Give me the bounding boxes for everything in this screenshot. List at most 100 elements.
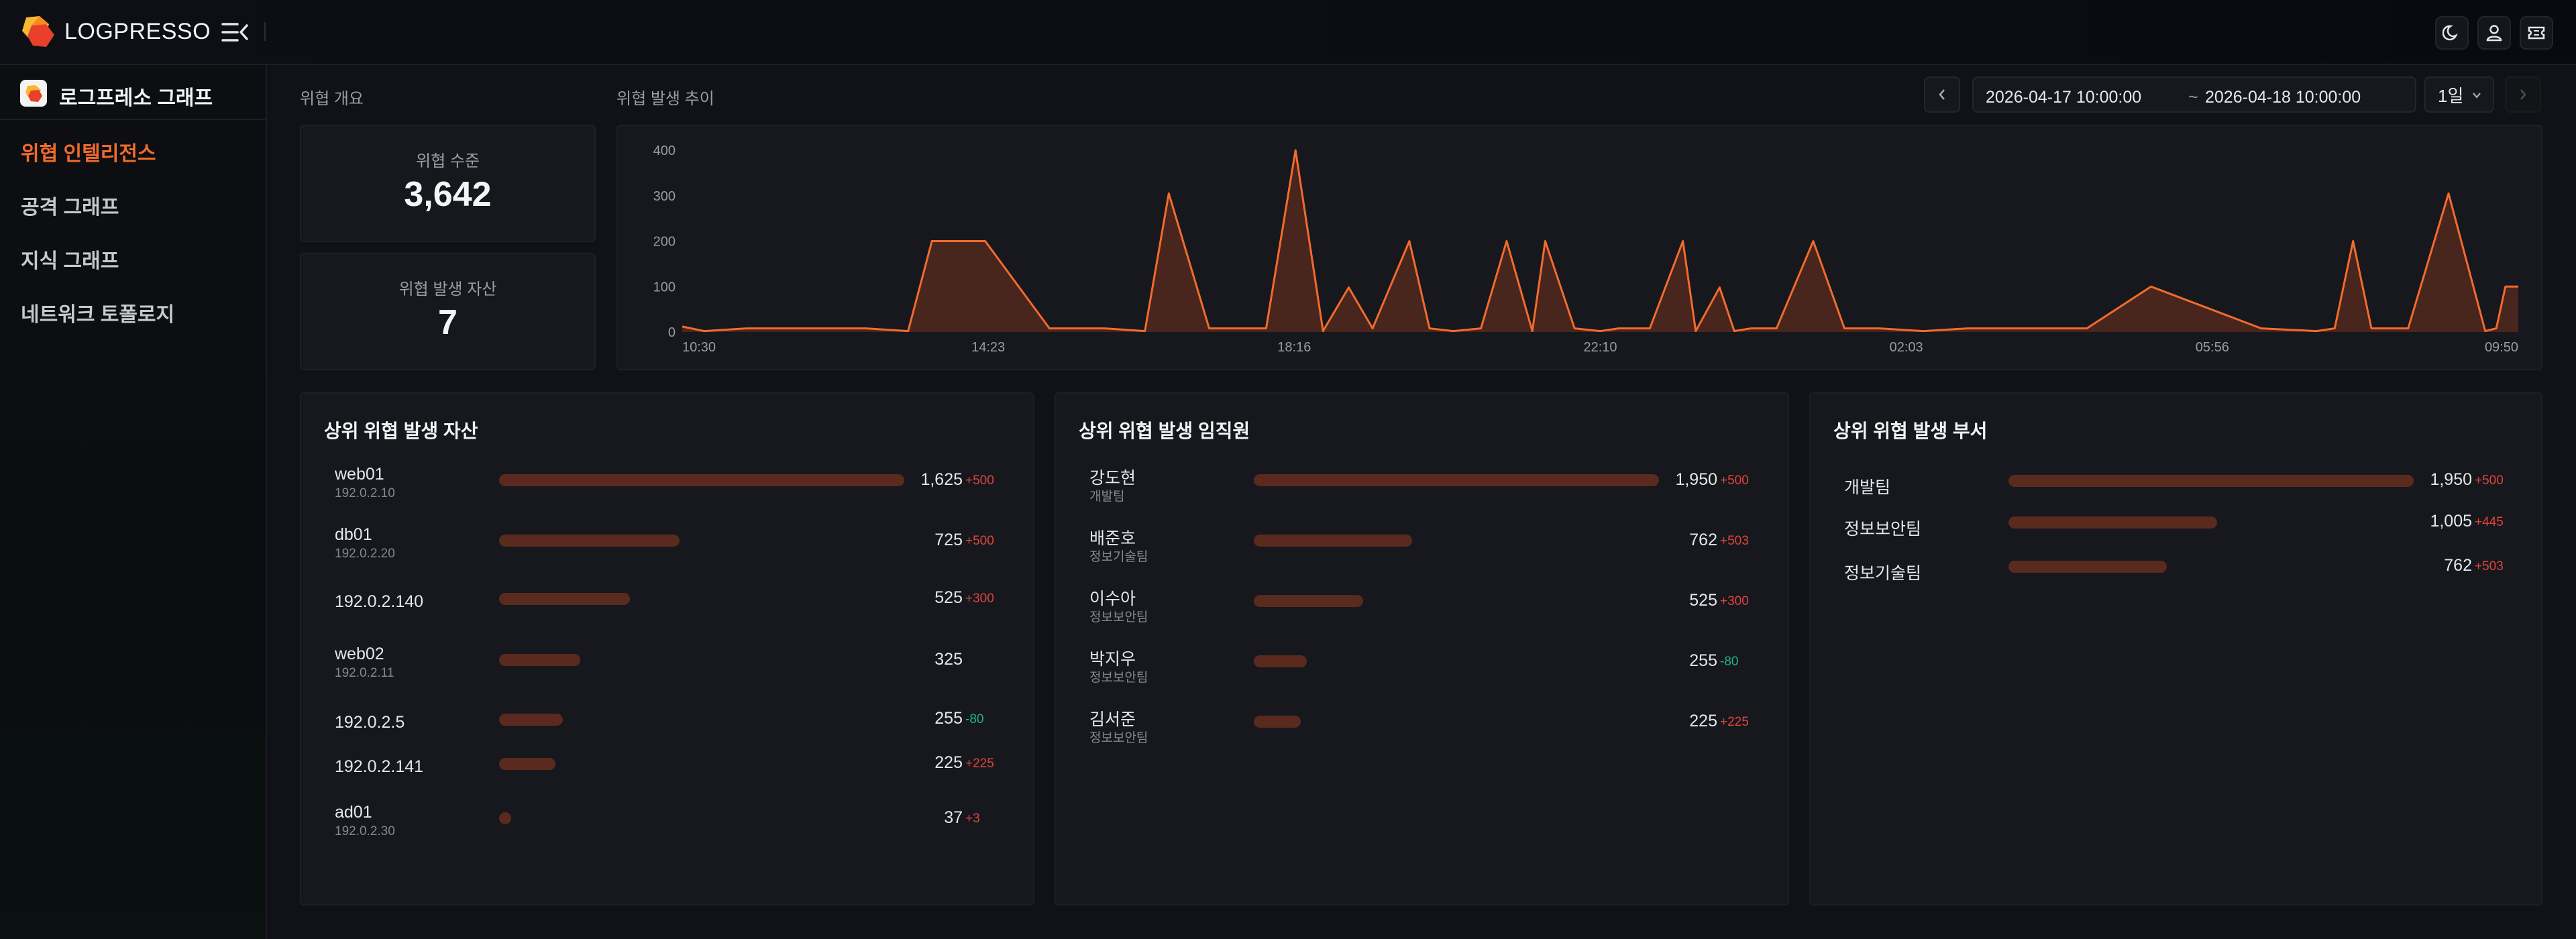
list-item-value: 1,625 [920, 470, 963, 489]
list-item[interactable]: 192.0.2.141 225 +225 [335, 748, 1006, 788]
list-item-value: 1,005 [2430, 512, 2472, 531]
user-button[interactable] [2477, 16, 2511, 50]
ticket-icon [2528, 26, 2545, 40]
list-item-delta: +500 [965, 474, 994, 488]
list-item[interactable]: 192.0.2.5 255 -80 [335, 704, 1006, 744]
ticket-button[interactable] [2520, 16, 2553, 50]
list-item-value: 762 [2444, 556, 2472, 575]
list-item[interactable]: 이수아 정보보안팀 525 +300 [1089, 586, 1760, 626]
threat-trend-chart-card: 400 300 200 100 0 10:30 14:23 18:16 22:10 02:03 05… [616, 125, 2542, 370]
list-item-value: 1,950 [1675, 470, 1717, 489]
list-item-value: 725 [934, 531, 963, 549]
list-item-delta: +300 [965, 592, 994, 606]
chevron-right-icon [2520, 89, 2526, 100]
list-item-bar [1254, 655, 1307, 667]
list-item-bar [499, 593, 631, 605]
list-item[interactable]: 정보기술팀 762 +503 [1844, 551, 2515, 591]
chevron-down-icon [2473, 93, 2481, 99]
sidebar-title: 로그프레소 그래프 [59, 87, 213, 109]
sidebar-item-network-topology[interactable]: 네트워크 토폴로지 [21, 304, 175, 326]
list-item-bar [1254, 716, 1301, 728]
period-select[interactable]: 1일 [2424, 76, 2494, 113]
threat-level-card: 위협 수준 3,642 [300, 125, 596, 242]
list-item[interactable]: 배준호 정보기술팀 762 +503 [1089, 525, 1760, 565]
period-select-value: 1일 [2438, 85, 2464, 106]
list-item[interactable]: 정보보안팀 1,005 +445 [1844, 506, 2515, 547]
threat-assets-value: 7 [438, 303, 458, 342]
x-tick-label: 09:50 [2485, 340, 2518, 355]
list-item-subtitle: 192.0.2.10 [335, 486, 395, 500]
dark-mode-moon-icon [2443, 25, 2458, 41]
top-assets-title: 상위 위협 발생 자산 [324, 421, 478, 441]
list-item-subtitle: 개발팀 [1089, 490, 1125, 504]
list-item-bar [499, 714, 563, 726]
list-item-delta: +300 [1720, 594, 1749, 608]
list-item-value: 225 [934, 753, 963, 772]
list-item-delta: +225 [1720, 715, 1749, 729]
sidebar-item-knowledge-graph[interactable]: 지식 그래프 [21, 250, 119, 272]
sidebar: 로그프레소 그래프 위협 인텔리전스 공격 그래프 지식 그래프 네트워크 토폴… [0, 65, 267, 939]
list-item[interactable]: 192.0.2.140 525 +300 [335, 583, 1006, 623]
list-item[interactable]: 개발팀 1,950 +500 [1844, 465, 2515, 505]
list-item-name: db01 [335, 525, 372, 544]
list-item-name: ad01 [335, 803, 372, 822]
x-tick-label: 22:10 [1583, 340, 1617, 355]
menu-collapse-icon[interactable] [221, 20, 250, 44]
prev-period-button[interactable] [1924, 76, 1960, 113]
list-item[interactable]: 김서준 정보보안팀 225 +225 [1089, 706, 1760, 747]
list-item-value: 525 [1689, 591, 1717, 610]
brand-name[interactable]: LOGPRESSO [64, 19, 211, 44]
list-item-value: 255 [1689, 651, 1717, 670]
sidebar-header: 로그프레소 그래프 [0, 65, 267, 120]
x-tick-label: 14:23 [971, 340, 1005, 355]
list-item-value: 525 [934, 588, 963, 607]
list-item-subtitle: 정보기술팀 [1089, 550, 1148, 564]
top-employees-title: 상위 위협 발생 임직원 [1079, 421, 1250, 441]
list-item-value: 1,950 [2430, 470, 2472, 489]
date-end: 2026-04-18 10:00:00 [2205, 88, 2361, 107]
graph-app-logo-icon [20, 80, 47, 107]
sidebar-item-threat-intelligence[interactable]: 위협 인텔리전스 [21, 143, 156, 165]
list-item-bar [2008, 516, 2218, 529]
list-item-bar [499, 535, 680, 547]
main-content: 위협 개요 위협 발생 추이 위협 수준 3,642 위협 발생 자산 7 20… [268, 65, 2576, 939]
list-item-bar [1254, 474, 1659, 486]
x-tick-label: 18:16 [1277, 340, 1311, 355]
y-tick-label: 100 [653, 280, 676, 294]
list-item[interactable]: web02 192.0.2.11 325 [335, 645, 1006, 685]
list-item-delta: +3 [965, 812, 980, 826]
list-item-value: 325 [934, 650, 963, 669]
list-item-name: 김서준 [1089, 710, 1136, 729]
list-item-bar [499, 474, 904, 486]
list-item-name: 배준호 [1089, 529, 1136, 548]
list-item-value: 255 [934, 709, 963, 728]
overview-section-label: 위협 개요 [300, 90, 364, 108]
list-item-name: 박지우 [1089, 650, 1136, 669]
threat-level-label: 위협 수준 [416, 152, 480, 170]
threat-assets-card: 위협 발생 자산 7 [300, 253, 596, 370]
list-item-name: 강도현 [1089, 469, 1136, 488]
next-period-button[interactable] [2505, 76, 2541, 113]
date-start: 2026-04-17 10:00:00 [1986, 88, 2142, 107]
list-item-subtitle: 정보보안팀 [1089, 671, 1148, 685]
dark-mode-button[interactable] [2435, 16, 2469, 50]
user-icon [2486, 25, 2502, 42]
list-item-bar [2008, 561, 2167, 573]
list-item[interactable]: web01 192.0.2.10 1,625 +500 [335, 465, 1006, 505]
list-item-bar [499, 812, 511, 824]
list-item-delta: +500 [1720, 474, 1749, 488]
logpresso-logo-icon[interactable] [19, 15, 57, 50]
list-item[interactable]: db01 192.0.2.20 725 +500 [335, 525, 1006, 565]
list-item-value: 762 [1689, 531, 1717, 549]
x-tick-label: 10:30 [682, 340, 716, 355]
list-item[interactable]: ad01 192.0.2.30 37 +3 [335, 803, 1006, 843]
threat-assets-label: 위협 발생 자산 [398, 280, 497, 298]
list-item-delta: -80 [1720, 655, 1739, 669]
sidebar-item-attack-graph[interactable]: 공격 그래프 [21, 197, 119, 219]
date-range-picker[interactable]: 2026-04-17 10:00:00 ~ 2026-04-18 10:00:0… [1972, 76, 2416, 113]
list-item-subtitle: 192.0.2.20 [335, 547, 395, 561]
chevron-left-icon [1939, 89, 1945, 100]
top-departments-panel: 상위 위협 발생 부서 개발팀 1,950 +500 정보보안팀 1,005 +445 정보… [1809, 392, 2542, 905]
